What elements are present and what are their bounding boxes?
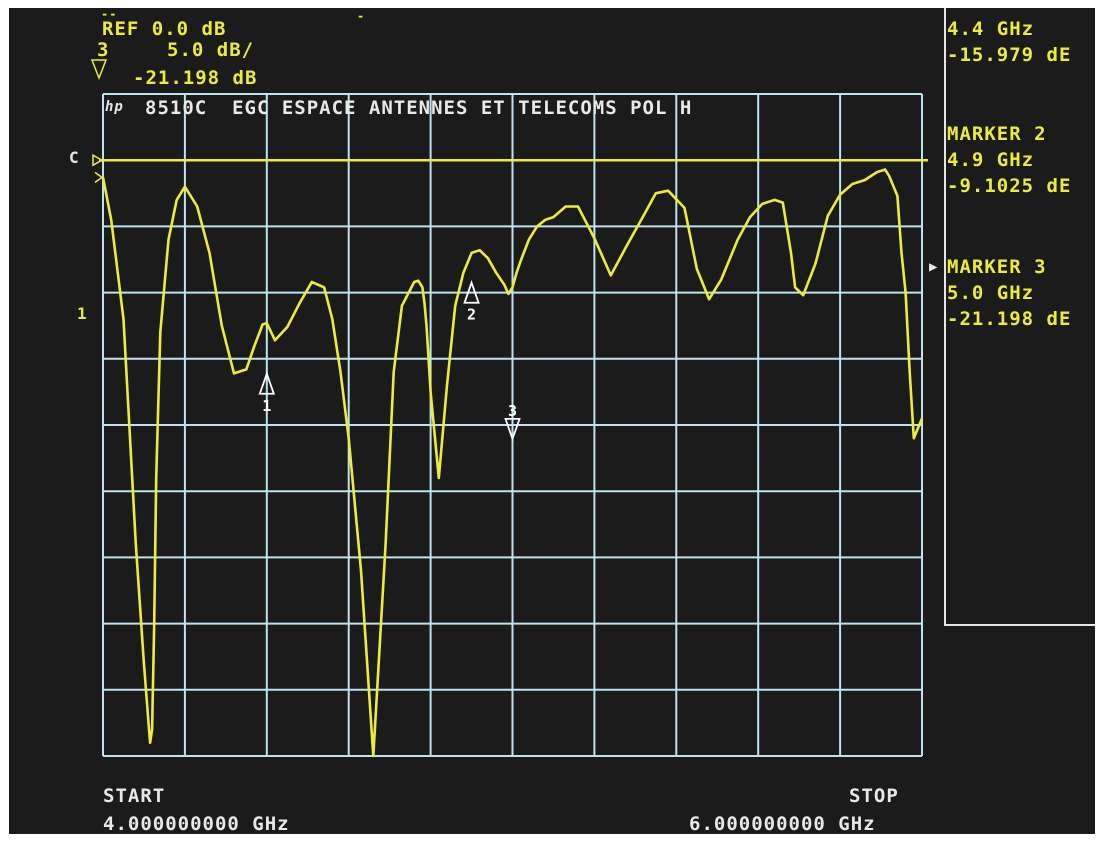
analyzer-display: -- - REF 0.0 dB 3 5.0 dB/ -21.198 dB C 1… bbox=[9, 8, 1095, 834]
marker2-name: MARKER 2 bbox=[947, 123, 1047, 145]
marker-2: 2 bbox=[463, 279, 480, 324]
marker3-freq: 5.0 GHz bbox=[947, 282, 1035, 304]
trace-ref-label: 1 bbox=[77, 304, 88, 323]
marker-label: 3 bbox=[508, 402, 517, 420]
channel-label: C bbox=[69, 148, 80, 167]
marker-triangle bbox=[258, 371, 276, 395]
reference-pointer bbox=[92, 153, 104, 167]
marker-label: 1 bbox=[262, 397, 271, 415]
chart-plot-area: 1 2 3 bbox=[90, 59, 928, 758]
marker-triangle bbox=[504, 417, 521, 442]
marker3-name: MARKER 3 bbox=[947, 256, 1047, 278]
trace-start-indicator bbox=[94, 171, 104, 184]
softkey-dash: - bbox=[357, 9, 366, 23]
marker-readout-panel bbox=[944, 8, 1095, 626]
marker-3: 3 bbox=[504, 402, 521, 442]
scale-readout: 5.0 dB/ bbox=[167, 39, 255, 61]
marker-layer: 1 2 3 bbox=[258, 279, 521, 442]
trace-line bbox=[101, 168, 924, 758]
active-marker-arrow: ▶ bbox=[929, 259, 939, 275]
scale-marker-number: 3 bbox=[97, 39, 110, 61]
marker-triangle bbox=[463, 279, 480, 304]
active-marker-value: -21.198 dB bbox=[133, 67, 258, 89]
softkey-dashes: -- bbox=[101, 8, 118, 21]
scale-marker-triangle bbox=[90, 59, 108, 81]
marker-1: 1 bbox=[258, 371, 276, 415]
instrument-title: 8510C EGC ESPACE ANTENNES ET TELECOMS PO… bbox=[145, 97, 693, 119]
stop-label: STOP bbox=[849, 785, 899, 807]
marker-label: 2 bbox=[467, 306, 476, 324]
marker3-value: -21.198 dE bbox=[947, 308, 1072, 330]
trace-layer bbox=[101, 168, 924, 758]
start-label: START bbox=[103, 785, 166, 807]
hp-logo: hp bbox=[105, 99, 124, 115]
start-frequency: 4.000000000 GHz bbox=[103, 813, 290, 834]
marker2-value: -9.1025 dE bbox=[947, 175, 1072, 197]
marker1-freq: 4.4 GHz bbox=[947, 18, 1035, 40]
stop-frequency: 6.000000000 GHz bbox=[689, 813, 876, 834]
graticule bbox=[102, 93, 923, 757]
marker1-value: -15.979 dE bbox=[947, 44, 1072, 66]
reference-layer bbox=[90, 59, 928, 184]
marker2-freq: 4.9 GHz bbox=[947, 149, 1035, 171]
ref-level-readout: REF 0.0 dB bbox=[102, 18, 227, 40]
